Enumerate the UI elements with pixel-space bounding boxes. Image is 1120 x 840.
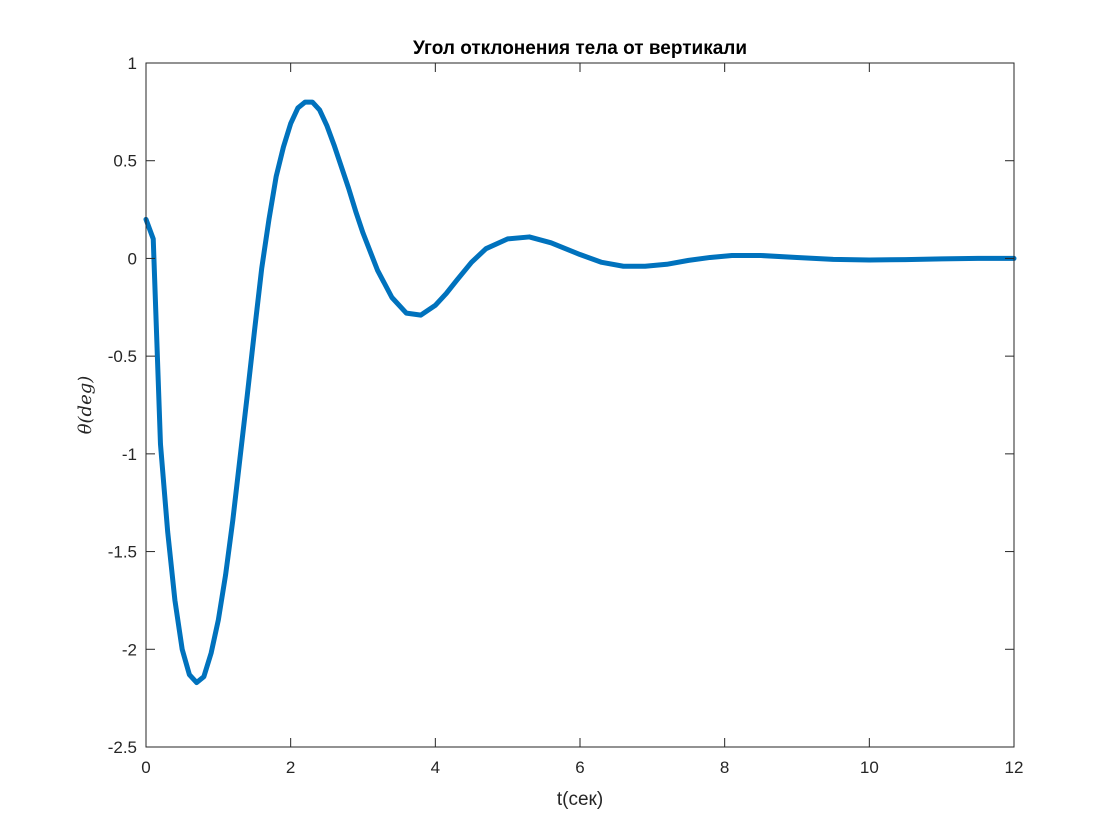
x-tick-label: 4 <box>431 758 440 777</box>
y-tick-label: -0.5 <box>108 347 137 366</box>
tick-layer: 0 2 4 6 8 10 12 1 0.5 0 -0.5 -1 -1.5 -2 -2.5 <box>108 54 1024 777</box>
x-tick-label: 8 <box>720 758 729 777</box>
axes-background <box>146 63 1014 747</box>
y-tick-label: 0 <box>128 249 137 268</box>
plot-line-layer <box>143 99 1017 686</box>
y-tick-label: 0.5 <box>113 152 137 171</box>
y-tick-label: -2 <box>122 640 137 659</box>
y-tick-label: 1 <box>128 54 137 73</box>
y-tick-label: -2.5 <box>108 738 137 757</box>
x-tick-label: 12 <box>1005 758 1024 777</box>
y-tick-label: -1 <box>122 445 137 464</box>
x-axis-label: t(сек) <box>557 789 603 810</box>
x-tick-label: 2 <box>286 758 295 777</box>
y-axis-label: θ(deg) <box>75 376 96 435</box>
y-tick-label: -1.5 <box>108 543 137 562</box>
series-line <box>143 99 1017 686</box>
chart-title: Угол отклонения тела от вертикали <box>413 38 747 59</box>
x-tick-label: 6 <box>575 758 584 777</box>
x-tick-label: 0 <box>141 758 150 777</box>
x-tick-label: 10 <box>860 758 879 777</box>
